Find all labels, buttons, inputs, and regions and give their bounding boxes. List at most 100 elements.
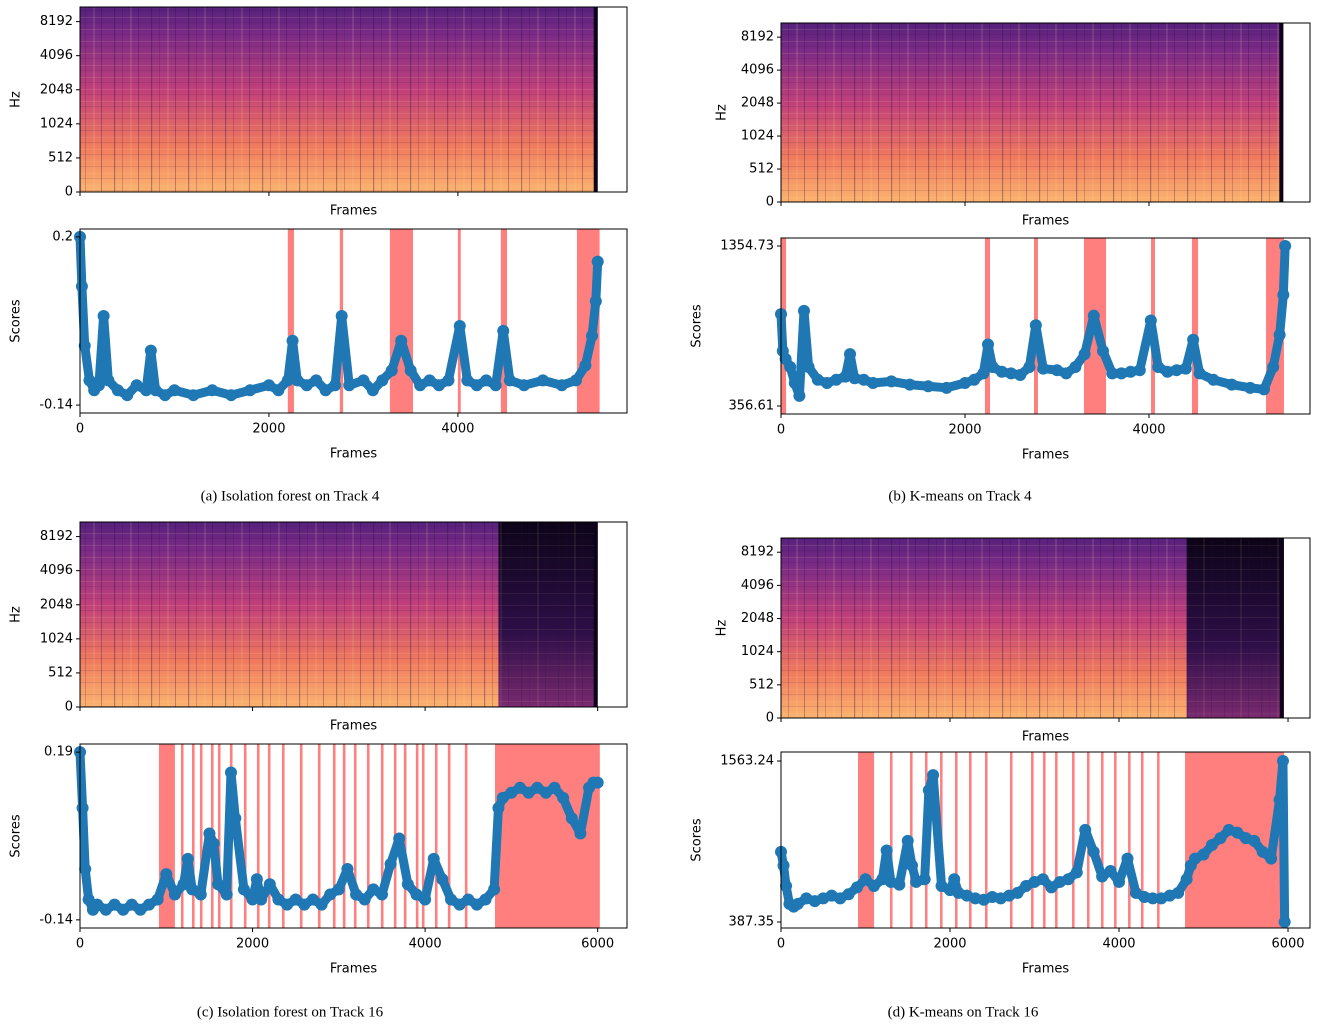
score-point bbox=[186, 883, 199, 896]
x-tick-label: 2000 bbox=[252, 422, 285, 437]
score-point bbox=[1279, 239, 1292, 252]
score-point bbox=[206, 384, 219, 397]
y-tick-label: 2048 bbox=[40, 82, 73, 97]
x-axis-label: Frames bbox=[1022, 730, 1070, 745]
x-tick-label: 0 bbox=[76, 422, 84, 437]
score-point bbox=[332, 883, 345, 896]
score-point bbox=[780, 880, 793, 893]
score-point bbox=[125, 898, 138, 911]
score-point bbox=[1005, 367, 1017, 380]
anomaly-region bbox=[1031, 752, 1034, 928]
anomaly-region bbox=[500, 229, 508, 413]
y-tick-label: 512 bbox=[749, 677, 774, 692]
anomaly-region bbox=[191, 744, 195, 928]
score-point bbox=[555, 379, 568, 392]
score-point bbox=[168, 888, 181, 901]
score-point bbox=[1106, 367, 1119, 380]
score-point bbox=[802, 360, 815, 373]
score-point bbox=[310, 374, 323, 387]
axes-frame bbox=[79, 521, 628, 708]
x-tick-label: 2000 bbox=[236, 937, 269, 952]
score-point bbox=[488, 883, 501, 896]
y-tick-label: 0.19 bbox=[44, 745, 73, 760]
score-point bbox=[341, 863, 354, 876]
anomaly-region bbox=[434, 744, 438, 928]
score-point bbox=[1087, 309, 1100, 322]
score-point bbox=[1277, 288, 1290, 301]
anomaly-region bbox=[415, 744, 419, 928]
score-point bbox=[918, 873, 931, 886]
score-point bbox=[1121, 852, 1134, 865]
anomaly-region bbox=[1072, 752, 1075, 928]
score-point bbox=[1079, 823, 1092, 836]
x-tick-label: 4000 bbox=[1102, 937, 1135, 952]
score-point bbox=[793, 389, 806, 402]
score-point bbox=[1069, 360, 1082, 373]
score-point bbox=[903, 378, 916, 391]
score-point bbox=[177, 878, 190, 891]
y-axis-label: Scores bbox=[9, 299, 24, 342]
anomaly-region bbox=[890, 752, 893, 928]
score-point bbox=[1267, 360, 1280, 373]
anomaly-region bbox=[857, 752, 875, 928]
x-axis-label: Frames bbox=[1022, 214, 1070, 229]
score-point bbox=[367, 883, 380, 896]
score-point bbox=[1273, 328, 1286, 341]
score-point bbox=[453, 898, 466, 911]
score-point bbox=[375, 888, 388, 901]
score-point bbox=[496, 791, 509, 804]
score-point bbox=[151, 893, 164, 906]
y-tick-label: 1024 bbox=[40, 631, 73, 646]
score-point bbox=[1023, 360, 1036, 373]
score-point bbox=[922, 380, 935, 393]
axes-frame bbox=[79, 6, 628, 193]
score-point bbox=[1097, 344, 1109, 357]
score-point bbox=[489, 379, 502, 392]
score-point bbox=[536, 374, 549, 387]
score-point bbox=[901, 834, 914, 847]
score-point bbox=[1197, 848, 1210, 861]
score-point bbox=[589, 295, 602, 308]
score-point bbox=[75, 280, 88, 293]
anomaly-region bbox=[256, 744, 260, 928]
score-point bbox=[461, 374, 474, 387]
score-point bbox=[893, 878, 906, 891]
anomaly-region bbox=[281, 744, 285, 928]
score-point bbox=[444, 893, 457, 906]
spectrogram-texture bbox=[1186, 538, 1284, 718]
y-axis-label: Scores bbox=[690, 304, 705, 347]
score-point bbox=[968, 373, 981, 386]
score-point bbox=[1011, 886, 1024, 899]
axes-frame bbox=[79, 743, 628, 929]
score-point bbox=[848, 372, 861, 385]
axes-frame bbox=[780, 22, 1311, 203]
score-point bbox=[432, 379, 445, 392]
spectrogram-edge bbox=[593, 522, 598, 707]
x-axis-label: Frames bbox=[330, 719, 378, 734]
score-point bbox=[1113, 875, 1126, 888]
anomaly-region bbox=[366, 744, 370, 928]
score-point bbox=[111, 384, 124, 397]
score-point bbox=[940, 381, 953, 394]
score-point bbox=[286, 334, 299, 347]
score-point bbox=[79, 863, 92, 876]
score-point bbox=[357, 374, 370, 387]
score-point bbox=[1205, 838, 1218, 851]
score-point bbox=[1244, 381, 1257, 394]
score-point bbox=[224, 766, 237, 779]
anomaly-region bbox=[984, 238, 991, 414]
score-point bbox=[298, 898, 311, 911]
y-tick-label: 4096 bbox=[40, 563, 73, 578]
y-axis-label: Hz bbox=[715, 104, 730, 121]
score-point bbox=[830, 373, 843, 386]
score-point bbox=[401, 878, 414, 891]
score-point bbox=[92, 379, 105, 392]
anomaly-region bbox=[199, 744, 203, 928]
anomaly-region bbox=[380, 744, 384, 928]
anomaly-region bbox=[1101, 752, 1104, 928]
score-point bbox=[329, 379, 342, 392]
y-tick-label: 4096 bbox=[741, 578, 774, 593]
axes-frame bbox=[780, 537, 1311, 719]
